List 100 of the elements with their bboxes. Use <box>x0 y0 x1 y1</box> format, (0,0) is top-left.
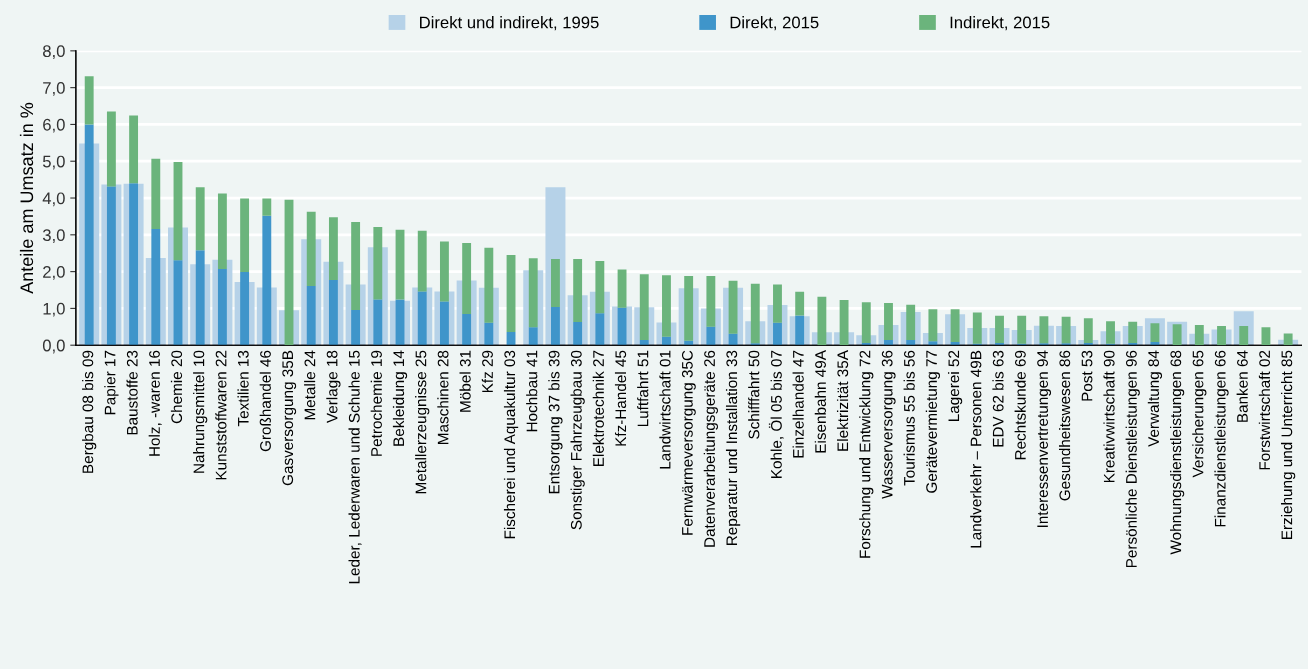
bar <box>106 111 116 187</box>
bar <box>506 255 516 332</box>
x-tick-label: Metalle 24 <box>304 350 316 420</box>
x-tick-label: Holz, -waren 16 <box>148 350 162 456</box>
x-tick-label: Bergbau 08 bis 09 <box>82 350 97 473</box>
bar <box>484 322 494 346</box>
x-tick-label: Verlage 18 <box>326 350 341 424</box>
x-tick-label: Banken 64 <box>1236 350 1248 422</box>
y-tick-label: 1,0 <box>43 302 65 317</box>
x-tick-label: Wohnungsdienstleistungen 68 <box>1170 350 1185 555</box>
bar <box>1239 326 1249 346</box>
bar <box>950 341 960 346</box>
y-tick-label: 8,0 <box>43 45 65 60</box>
x-tick-label: Schifffahrt 50 <box>748 350 760 439</box>
bar <box>1150 323 1160 342</box>
bar <box>129 115 139 184</box>
x-tick-label: Maschinen 28 <box>437 350 449 444</box>
x-tick-label: Reparatur und Installation 33 <box>725 350 741 545</box>
x-tick-label: Datenverarbeitungsgeräte 26 <box>703 350 718 547</box>
y-tick-label: 7,0 <box>43 82 65 96</box>
bar <box>195 187 205 251</box>
x-tick-label: Gerätevermietung 77 <box>925 350 941 493</box>
x-tick-label: Versicherungen 65 <box>1192 350 1207 478</box>
x-tick-label: Finanzdienstleistungen 66 <box>1214 350 1229 527</box>
bar <box>706 326 716 346</box>
bar <box>551 259 560 307</box>
x-tick-label: Möbel 31 <box>459 350 471 412</box>
bar <box>84 76 94 125</box>
x-tick-label: Elektrizität 35A <box>836 350 849 451</box>
legend-label: Indirekt, 2015 <box>950 16 1050 31</box>
bar <box>639 340 649 346</box>
bar <box>928 341 938 346</box>
bar <box>861 343 871 346</box>
x-tick-label: Elektrotechnik 27 <box>592 350 604 466</box>
bar <box>373 299 383 346</box>
bar <box>551 306 560 346</box>
x-tick-label: Einzelhandel 47 <box>792 350 804 458</box>
x-tick-label: Baustoffe 23 <box>126 350 138 435</box>
y-tick-label: 5,0 <box>42 155 65 170</box>
x-tick-label: Kreativwirtschaft 90 <box>1103 350 1115 483</box>
bar <box>528 327 538 346</box>
x-tick-label: Landwirtschaft 01 <box>659 350 671 469</box>
bar <box>573 322 583 346</box>
x-tick-label: Sonstiger Fahrzeugbau 30 <box>570 350 585 530</box>
legend-label: Direkt und indirekt, 1995 <box>420 16 599 31</box>
x-tick-label: Lagerei 52 <box>947 350 963 422</box>
x-tick-label: Petrochemie 19 <box>370 350 382 456</box>
bar <box>684 340 694 346</box>
bar <box>1150 341 1160 346</box>
y-tick-label: 3,0 <box>42 229 65 243</box>
x-tick-label: Eisenbahn 49A <box>814 350 826 453</box>
x-tick-label: Tourismus 55 bis 56 <box>903 350 915 486</box>
bar <box>728 333 738 346</box>
bar <box>462 313 472 346</box>
y-tick-label: 4,0 <box>42 192 65 207</box>
y-tick-label: 2,0 <box>43 266 65 280</box>
bar <box>262 198 272 216</box>
x-tick-label: Kfz-Handel 45 <box>614 350 627 446</box>
x-tick-label: Gasversorgung 35B <box>282 350 297 486</box>
x-tick-label: Nahrungsmittel 10 <box>193 350 208 473</box>
bar <box>173 260 183 346</box>
bar <box>662 336 671 346</box>
x-tick-label: Leder, Lederwaren und Schuhe 15 <box>348 350 362 584</box>
x-tick-label: Chemie 20 <box>170 350 183 424</box>
x-tick-label: Bekleidung 14 <box>392 350 408 446</box>
x-tick-label: Papier 17 <box>104 350 119 415</box>
y-tick-label: 6,0 <box>43 118 65 133</box>
bar <box>306 285 316 346</box>
bar <box>595 313 605 346</box>
bar <box>995 343 1004 346</box>
bar <box>351 309 361 346</box>
bar <box>151 158 161 229</box>
x-tick-label: Metallerzeugnisse 25 <box>415 350 430 494</box>
bar <box>773 322 782 346</box>
bar <box>240 198 250 272</box>
x-tick-label: Landverkehr – Personen 49B <box>970 350 982 548</box>
x-tick-label: EDV 62 bis 63 <box>992 350 1004 447</box>
x-tick-label: Hochbau 41 <box>526 350 538 432</box>
x-tick-label: Wasserversorgung 36 <box>881 350 896 499</box>
bar <box>1128 343 1138 346</box>
x-tick-label: Post 53 <box>1081 350 1093 401</box>
x-tick-label: Gesundheitswesen 86 <box>1058 350 1071 501</box>
x-tick-label: Verwaltung 84 <box>1147 350 1163 447</box>
x-tick-label: Großhandel 46 <box>259 350 271 452</box>
x-tick-label: Persönliche Dienstleistungen 96 <box>1125 350 1140 568</box>
legend-label: Direkt, 2015 <box>730 16 819 31</box>
x-tick-label: Entsorgung 37 bis 39 <box>548 350 563 494</box>
x-tick-label: Kfz 29 <box>481 350 493 393</box>
bar <box>906 340 916 346</box>
x-tick-label: Forstwirtschaft 02 <box>1258 350 1271 470</box>
x-tick-label: Textilien 13 <box>237 350 249 427</box>
x-tick-label: Kohle, Öl 05 bis 07 <box>768 350 784 478</box>
y-tick-label: 0,0 <box>42 339 65 354</box>
x-tick-label: Rechtskunde 69 <box>1014 350 1026 460</box>
y-axis-title: Anteile am Umsatz in % <box>19 102 34 294</box>
x-tick-label: Luftfahrt 51 <box>637 350 649 427</box>
x-tick-label: Kunststoffwaren 22 <box>215 350 227 480</box>
bar <box>884 340 893 346</box>
x-tick-label: Fernwärmeversorgung 35C <box>681 350 696 535</box>
x-tick-label: Forschung und Entwicklung 72 <box>859 350 874 558</box>
